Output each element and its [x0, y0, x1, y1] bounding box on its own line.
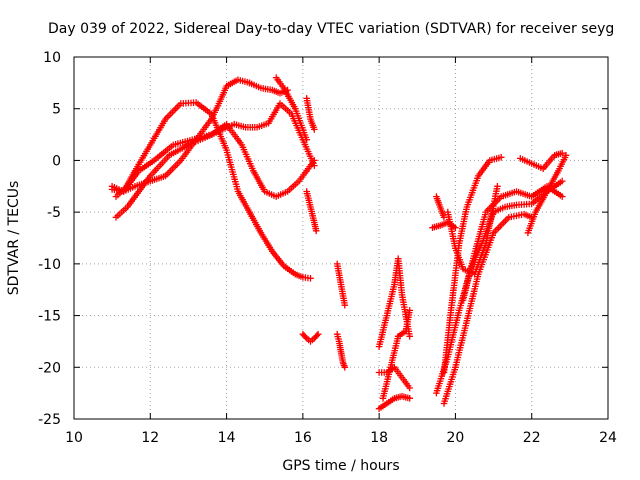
series-track-7 [272, 74, 310, 143]
y-tick-label: -20 [38, 360, 61, 376]
y-tick-labels: 10 5 0 -5 -10 -15 -20 -25 [38, 50, 61, 428]
plot-frame [73, 56, 609, 420]
series-track-25 [524, 152, 570, 237]
series-track-22 [459, 183, 566, 304]
x-tick-label: 14 [218, 430, 236, 446]
data-point-markers [375, 255, 413, 350]
y-tick-label: 0 [52, 153, 61, 169]
data-point-markers [433, 193, 448, 221]
data-point-markers [299, 330, 322, 345]
data-point-markers [517, 149, 566, 172]
data-point-markers [272, 74, 310, 143]
data-point-markers [112, 120, 318, 200]
data-point-markers [375, 364, 413, 392]
data-point-markers [524, 152, 570, 237]
series-track-10 [299, 330, 322, 345]
data-point-markers [440, 210, 535, 407]
series-track-12 [333, 330, 349, 371]
y-tick-label: -25 [38, 412, 61, 428]
series-track-15 [375, 364, 413, 392]
series-track-20 [440, 210, 535, 407]
x-tick-label: 22 [523, 430, 541, 446]
y-tick-label: -5 [47, 205, 61, 221]
x-tick-label: 12 [141, 430, 159, 446]
y-tick-label: -15 [38, 309, 61, 325]
series-track-11 [333, 260, 349, 309]
series-track-18 [433, 193, 448, 221]
x-tick-labels: 10 12 14 16 18 20 22 24 [65, 430, 617, 446]
series-track-16 [379, 307, 413, 402]
data-point-markers [459, 183, 566, 304]
data-point-markers [303, 188, 320, 235]
series-track-13 [375, 392, 413, 412]
x-tick-label: 10 [65, 430, 83, 446]
x-tick-label: 24 [599, 430, 617, 446]
x-tick-label: 16 [294, 430, 312, 446]
chart-title: Day 039 of 2022, Sidereal Day-to-day VTE… [48, 21, 614, 37]
axis-ticks [73, 56, 609, 420]
series-track-24 [517, 149, 566, 172]
data-layer [108, 74, 570, 412]
data-point-markers [379, 307, 413, 402]
series-track-14 [375, 255, 413, 350]
y-tick-label: -10 [38, 257, 61, 273]
data-point-markers [440, 154, 505, 376]
series-track-8 [303, 188, 320, 235]
data-point-markers [303, 95, 318, 133]
series-track-2 [246, 208, 314, 282]
x-tick-label: 18 [370, 430, 388, 446]
y-tick-label: 10 [43, 50, 61, 66]
data-point-markers [375, 392, 413, 412]
data-point-markers [333, 260, 349, 309]
data-point-markers [333, 330, 349, 371]
y-tick-label: 5 [52, 102, 61, 118]
series-track-9 [303, 95, 318, 133]
y-axis-label: SDTVAR / TECUs [6, 181, 22, 296]
series-track-23 [440, 154, 505, 376]
data-point-markers [246, 208, 314, 282]
grid [74, 57, 608, 419]
x-tick-label: 20 [447, 430, 465, 446]
x-axis-label: GPS time / hours [282, 458, 399, 474]
series-track-6 [112, 120, 318, 200]
